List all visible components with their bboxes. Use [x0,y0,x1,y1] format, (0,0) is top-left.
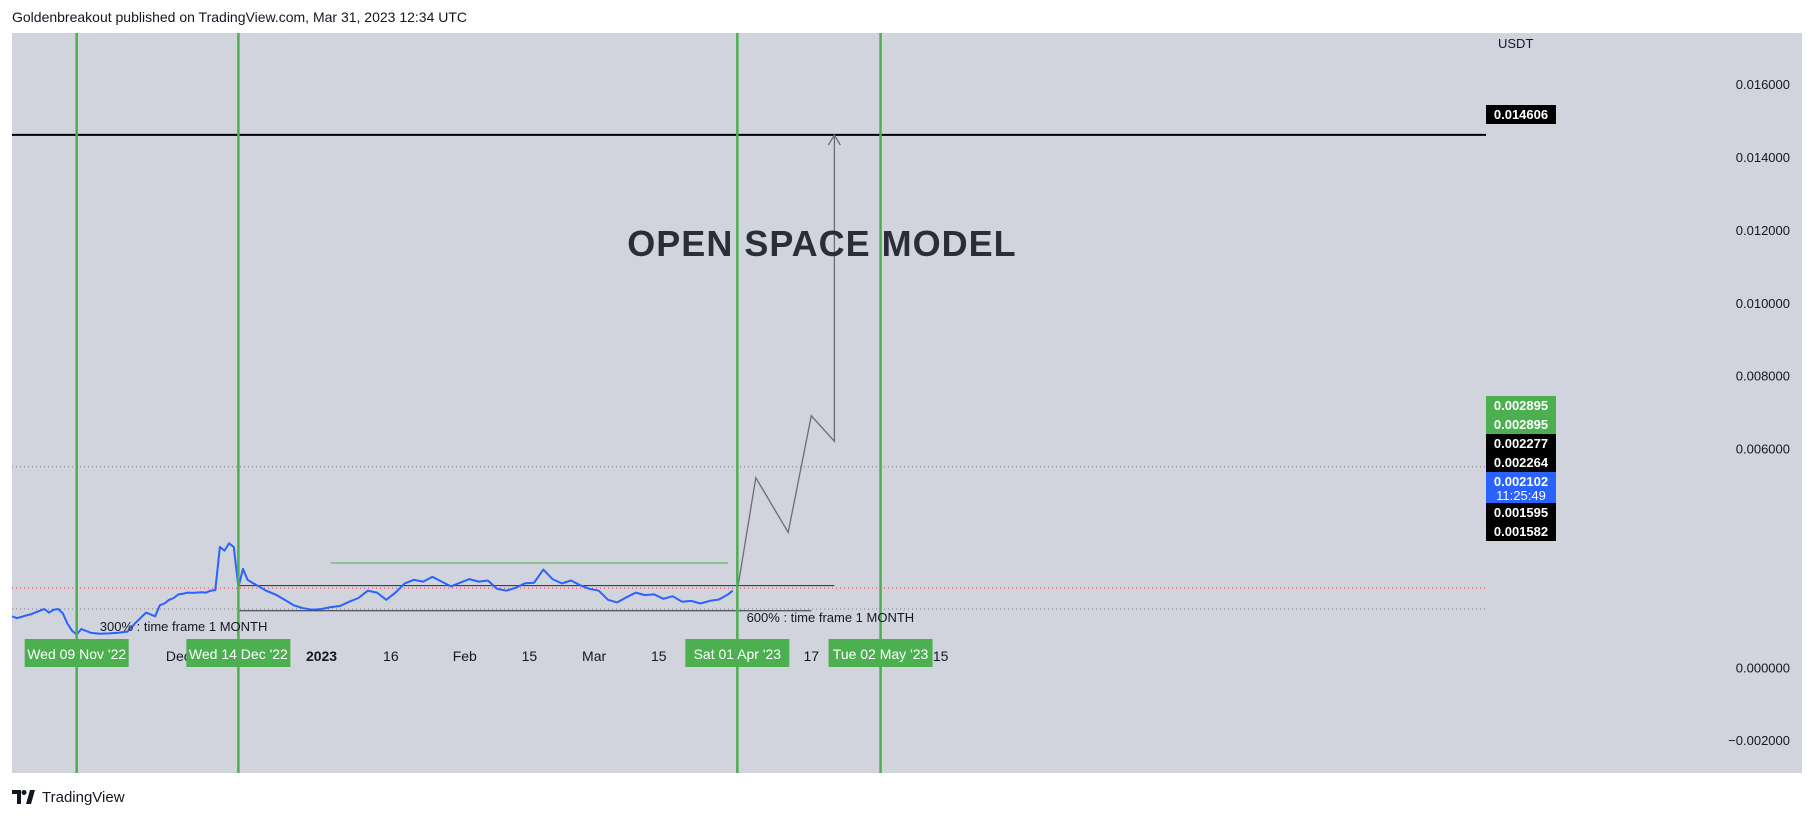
x-tick-label: Dec [166,648,191,664]
range-box-layer [238,562,835,612]
x-tick-label: 2023 [306,648,337,664]
price-label-box [1486,415,1556,434]
x-tick-label: 15 [933,648,949,664]
chart-frame[interactable]: 300% : time frame 1 MONTH 600% : time fra… [3,33,1802,773]
price-label-countdown: 11:25:49 [1496,488,1546,503]
annotation-300: 300% : time frame 1 MONTH [100,619,268,634]
marker-date-label: Tue 02 May '23 [833,646,929,662]
x-tick-label: Feb [453,648,477,664]
tradingview-logo-icon [12,790,35,804]
y-tick-label: 0.014000 [1736,150,1790,165]
y-tick-label: 0.012000 [1736,223,1790,238]
price-label: 0.002895 [1494,417,1548,432]
chart-title: OPEN SPACE MODEL [627,223,1016,264]
projection-layer [736,133,841,591]
annotations-layer: 300% : time frame 1 MONTH 600% : time fra… [100,610,914,634]
y-axis: USDT 0.016000 0.014000 0.012000 0.010000 0.00… [1498,36,1790,748]
price-label-box [1486,434,1556,453]
reference-lines-layer [12,133,1486,610]
price-series-layer [11,542,734,636]
marker-date-label-box [24,639,129,667]
y-tick-label: 0.000000 [1736,660,1790,675]
y-tick-label: 0.008000 [1736,369,1790,384]
annotation-600: 600% : time frame 1 MONTH [747,610,915,625]
price-line [11,542,734,636]
price-labels: 0.014606 0.002895 0.002895 0.002277 0.002264… [1486,105,1556,541]
price-label: 0.002895 [1494,398,1548,413]
y-tick-label: 0.016000 [1736,77,1790,92]
marker-date-labels: Wed 09 Nov '22 Wed 14 Dec '22 Sat 01 Apr '… [24,639,933,667]
price-label: 0.014606 [1494,107,1548,122]
x-tick-label: 15 [522,648,538,664]
price-label-box [1486,472,1556,503]
x-tick-label: 17 [803,648,819,664]
x-tick-label: Mar [582,648,606,664]
marker-date-label: Wed 14 Dec '22 [189,646,288,662]
price-label: 0.001582 [1494,524,1548,539]
marker-date-label-box [186,639,291,667]
price-chart[interactable]: 300% : time frame 1 MONTH 600% : time fra… [3,33,1802,773]
marker-date-label: Sat 01 Apr '23 [694,646,782,662]
projection-path [736,135,836,591]
price-label-box [1486,105,1556,124]
marker-date-label-box [685,639,790,667]
price-label: 0.002264 [1494,455,1549,470]
price-label-box [1486,522,1556,541]
marker-date-label-box [828,639,933,667]
price-label: 0.001595 [1494,505,1548,520]
x-axis: 7NDec202316Feb15Mar151715 [3,648,949,664]
y-tick-label: 0.010000 [1736,296,1790,311]
price-label: 0.002277 [1494,436,1548,451]
projection-arrowhead [827,133,841,146]
x-tick-label: 15 [651,648,667,664]
publisher-header: Goldenbreakout published on TradingView.… [12,9,468,25]
y-tick-label: −0.002000 [1728,733,1790,748]
price-label-box [1486,396,1556,415]
tradingview-brand-text: TradingView [42,788,125,806]
marker-date-label: Wed 09 Nov '22 [27,646,126,662]
price-label-box [1486,453,1556,472]
y-axis-unit: USDT [1498,36,1533,51]
price-label-box [1486,503,1556,522]
y-tick-label: 0.006000 [1736,442,1790,457]
price-label: 0.002102 [1494,474,1548,489]
x-tick-label: 16 [383,648,399,664]
tradingview-footer[interactable]: TradingView [12,787,125,807]
